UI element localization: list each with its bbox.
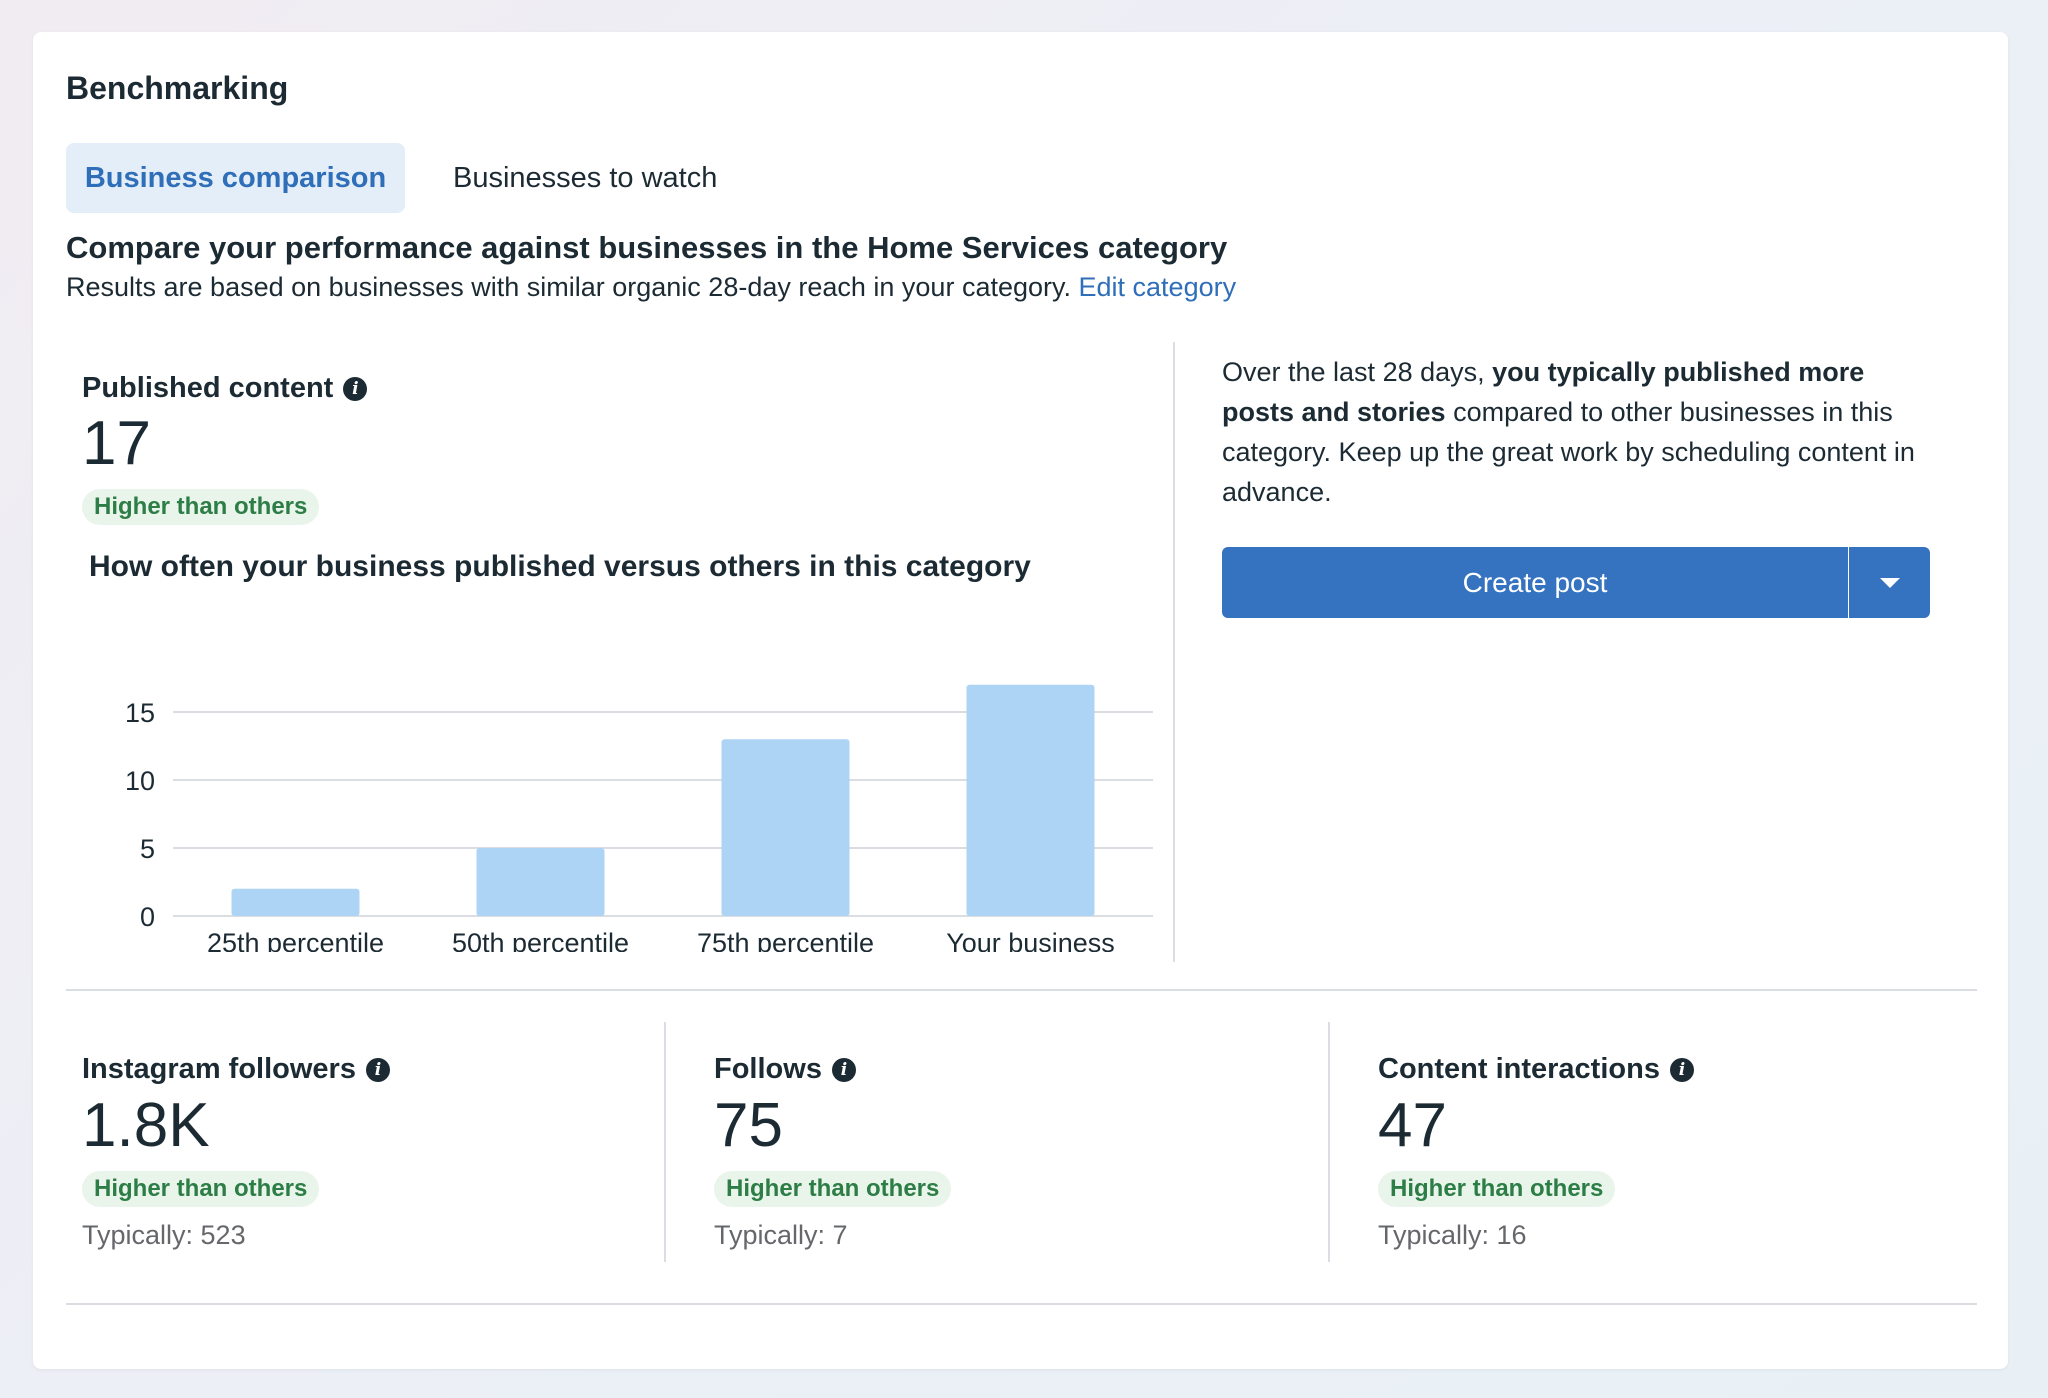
typical-value: Typically: 16 <box>1378 1220 1527 1250</box>
bar <box>476 848 605 916</box>
metric-follows-value: 75 <box>714 1091 783 1160</box>
info-icon[interactable]: i <box>831 1057 856 1082</box>
card-title: Benchmarking <box>66 70 289 106</box>
bar <box>966 684 1095 916</box>
published-content-chart: 0 5 10 15 25th percentile 50th percentile 75th… <box>125 684 1153 952</box>
x-tick-label: Your business <box>946 928 1115 952</box>
summary-text: Over the last 28 days, you typically pub… <box>1222 352 1942 512</box>
info-icon[interactable]: i <box>343 376 368 401</box>
vertical-divider <box>1328 1022 1330 1262</box>
x-tick-label: 75th percentile <box>697 928 874 952</box>
summary-part1: Over the last 28 days, <box>1222 357 1493 387</box>
tab-businesses-to-watch[interactable]: Businesses to watch <box>453 162 718 194</box>
published-content-label-text: Published content <box>82 372 334 404</box>
bar <box>721 739 850 916</box>
metric-label-text: Follows <box>714 1053 822 1085</box>
info-icon[interactable]: i <box>1669 1057 1694 1082</box>
typical-value: Typically: 7 <box>714 1220 848 1250</box>
metric-instagram-followers-value: 1.8K <box>82 1091 210 1160</box>
status-badge: Higher than others <box>1378 1171 1616 1207</box>
section-divider <box>66 1303 1977 1305</box>
vertical-divider <box>664 1022 666 1262</box>
status-badge: Higher than others <box>714 1171 952 1207</box>
create-post-button[interactable]: Create post <box>1222 547 1848 618</box>
metric-instagram-followers-label: Instagram followers i <box>82 1053 390 1086</box>
y-tick-label: 10 <box>125 766 155 796</box>
comparison-subline: Results are based on businesses with sim… <box>66 272 1236 303</box>
summary-bold: you typically published more posts and s… <box>1222 357 1865 427</box>
x-tick-label: 25th percentile <box>207 928 384 952</box>
y-tick-label: 15 <box>125 698 155 728</box>
metric-label-text: Instagram followers <box>82 1053 356 1085</box>
bar <box>231 888 360 916</box>
section-divider <box>66 989 1977 991</box>
status-badge: Higher than others <box>82 1171 320 1207</box>
status-badge: Higher than others <box>82 489 320 525</box>
summary-part2: compared to other businesses in this cat… <box>1222 397 1915 507</box>
x-tick-label: 50th percentile <box>452 928 629 952</box>
typical-value: Typically: 523 <box>82 1220 246 1250</box>
y-tick-label: 0 <box>140 902 155 932</box>
edit-category-link[interactable]: Edit category <box>1078 272 1237 302</box>
benchmarking-card: Benchmarking Business comparison Busines… <box>33 32 2008 1369</box>
chart-title: How often your business published versus… <box>89 550 1031 583</box>
y-tick-label: 5 <box>140 834 155 864</box>
metric-follows-label: Follows i <box>714 1053 856 1086</box>
comparison-headline: Compare your performance against busines… <box>66 230 1228 265</box>
published-content-value: 17 <box>82 409 151 478</box>
vertical-divider <box>1173 342 1175 962</box>
published-content-label: Published content i <box>82 372 368 405</box>
info-icon[interactable]: i <box>365 1057 390 1082</box>
metric-content-interactions-value: 47 <box>1378 1091 1447 1160</box>
metric-label-text: Content interactions <box>1378 1053 1660 1085</box>
create-post-dropdown-button[interactable] <box>1849 547 1930 618</box>
subline-text: Results are based on businesses with sim… <box>66 272 1071 302</box>
metric-content-interactions-label: Content interactions i <box>1378 1053 1694 1086</box>
caret-down-icon <box>1879 577 1900 588</box>
tab-business-comparison[interactable]: Business comparison <box>66 143 405 213</box>
